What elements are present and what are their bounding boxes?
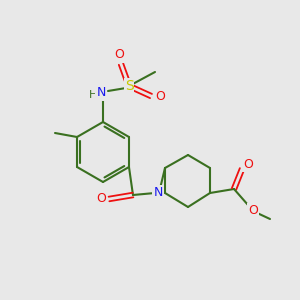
Text: O: O <box>155 91 165 103</box>
Text: O: O <box>114 49 124 62</box>
Text: N: N <box>96 86 106 100</box>
Text: N: N <box>153 185 163 199</box>
Text: H: H <box>89 90 97 100</box>
Text: O: O <box>243 158 253 170</box>
Text: O: O <box>248 203 258 217</box>
Text: S: S <box>124 79 134 93</box>
Text: O: O <box>96 193 106 206</box>
